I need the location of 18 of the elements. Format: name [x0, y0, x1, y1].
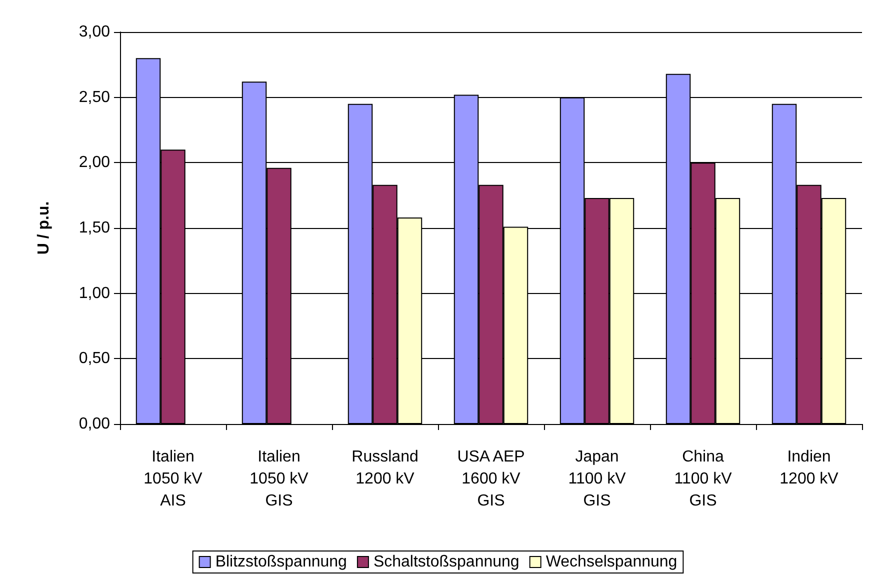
x-tick-label: Indien 1200 kV	[780, 448, 839, 488]
y-tick-label: 3,00	[78, 24, 110, 40]
x-tick-label: USA AEP 1600 kV GIS	[457, 448, 525, 510]
x-tick-label: Italien 1050 kV AIS	[144, 448, 203, 510]
y-axis-title: U / p.u.	[36, 201, 52, 255]
y-tick-label: 1,00	[78, 284, 110, 302]
x-tick-label: China 1100 kV GIS	[674, 448, 732, 510]
y-tick-label: 2,00	[78, 154, 110, 172]
legend-label: Schaltstoßspannung	[373, 554, 520, 570]
legend-label: Blitzstoßspannung	[215, 554, 347, 570]
x-tick-label: Italien 1050 kV GIS	[250, 448, 309, 510]
y-tick-label: 2,50	[78, 88, 110, 106]
y-tick-label: 0,00	[78, 416, 110, 432]
legend-label: Wechselspannung	[546, 554, 678, 570]
y-tick-label: 1,50	[78, 220, 110, 236]
y-tick-label: 0,50	[78, 350, 110, 368]
x-tick-label: Japan 1100 kV GIS	[568, 448, 626, 510]
x-tick-label: Russland 1200 kV	[352, 448, 418, 488]
